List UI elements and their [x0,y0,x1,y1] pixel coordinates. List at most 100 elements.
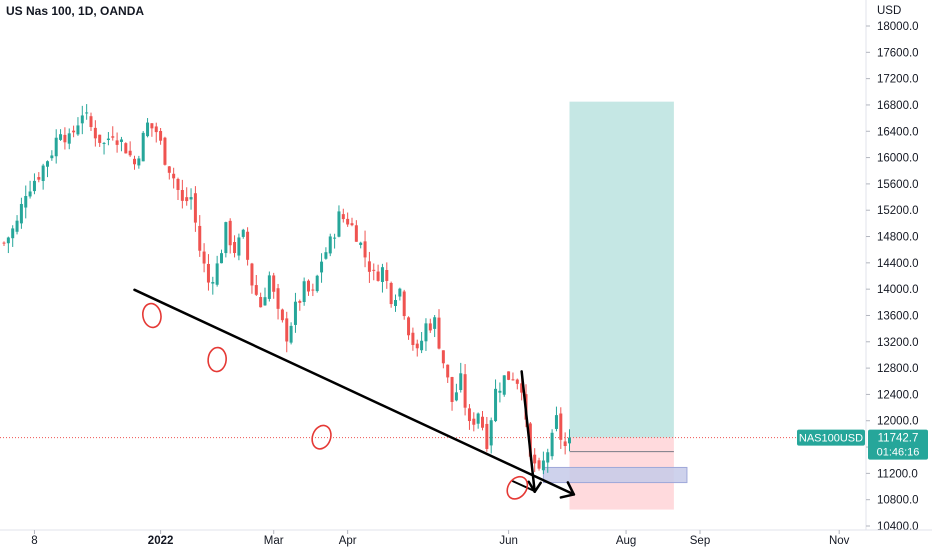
y-tick-label: 14000.0 [877,284,919,296]
x-tick-label: Apr [339,535,357,547]
candle-body [133,158,136,165]
candle-body [285,318,289,342]
position-zones [0,101,866,510]
candle-body [141,132,145,162]
candle-body [215,263,219,285]
entry-zone [542,466,688,484]
candle-body [411,332,415,345]
candle-body [11,228,15,239]
x-tick-label: Jun [499,535,518,547]
candle-body [485,423,489,449]
price-tag: NAS100USD 11742.7 01:46:16 [797,429,928,460]
candle-body [359,242,363,245]
drop-arrow [520,370,536,494]
candle-body [211,282,215,284]
candle-body [533,454,537,464]
x-tick-label: Aug [616,535,636,547]
candle-body [550,432,554,457]
y-tick-label: 13600.0 [877,310,919,322]
trendline-arrowhead [559,481,576,499]
y-tick-label: 18000.0 [877,21,919,33]
candle-body [289,325,293,343]
candle-body [2,242,6,244]
candle-body [489,420,493,446]
candle-body [463,374,467,408]
candle-body [224,222,228,254]
candle-body [563,441,567,447]
candle-body [198,225,202,251]
candle-body [385,270,389,281]
candle-body [380,267,384,282]
candle-body [176,178,180,190]
candle-body [241,229,245,237]
x-tick-label: 2022 [148,535,174,547]
candle-body [307,280,310,292]
candle-body [315,275,319,292]
price-tag-countdown: 01:46:16 [877,447,920,459]
x-tick-label: Nov [829,535,850,547]
candle-body [354,225,358,242]
candle-body [46,161,49,167]
candle-body [259,297,263,308]
candlestick-series [2,104,571,475]
candle-body [437,317,441,349]
candle-body [554,415,558,429]
candle-body [298,301,302,303]
candle-body [54,137,58,157]
annotations [133,288,576,500]
symbol-tag-label: NAS100USD [799,433,863,445]
candle-body [193,193,197,223]
candle-body [6,237,10,244]
candle-body [428,323,432,331]
candle-body [520,383,524,393]
price-tag-bg [868,429,928,460]
candle-body [472,418,476,425]
candle-body [541,460,545,471]
candle-body [93,127,97,139]
candle-body [19,203,23,224]
candle-body [159,130,163,141]
y-tick-label: 12800.0 [877,363,919,375]
candle-body [246,231,250,260]
candle-body [459,373,463,390]
candle-body [67,133,71,144]
symbol-tag-bg [797,429,865,446]
y-tick-label: 11200.0 [877,468,918,480]
y-tick-label: 17600.0 [877,47,919,59]
candle-body [233,242,237,254]
y-tick-label: 16400.0 [877,126,919,138]
target-zone [569,101,674,438]
candle-body [72,130,76,133]
candle-body [372,269,376,271]
candle-body [154,126,158,133]
candle-body [402,291,406,317]
candle-body [80,115,84,124]
price-tag-value: 11742.7 [878,433,919,445]
candle-body [346,218,350,225]
candle-body [119,139,123,142]
candle-body [106,138,110,141]
candle-body [302,281,306,302]
candle-body [407,317,411,336]
candle-body [267,275,271,299]
candle-body [559,413,563,440]
candle-body [376,271,380,281]
candle-body [228,220,232,246]
candle-body [507,371,511,380]
candle-body [481,416,484,428]
candle-body [537,460,541,469]
candle-body [328,236,332,254]
candle-body [293,301,297,325]
y-axis-unit: USD [877,5,901,17]
candle-body [115,140,119,145]
candle-body [263,297,267,306]
y-tick-label: 15600.0 [877,179,919,191]
candle-body [128,150,132,156]
candle-body [415,343,419,349]
candle-body [324,252,328,259]
y-tick-label: 10400.0 [877,521,919,533]
red-circle-mark [311,424,332,450]
y-tick-label: 12400.0 [877,389,919,401]
candle-body [333,237,337,239]
